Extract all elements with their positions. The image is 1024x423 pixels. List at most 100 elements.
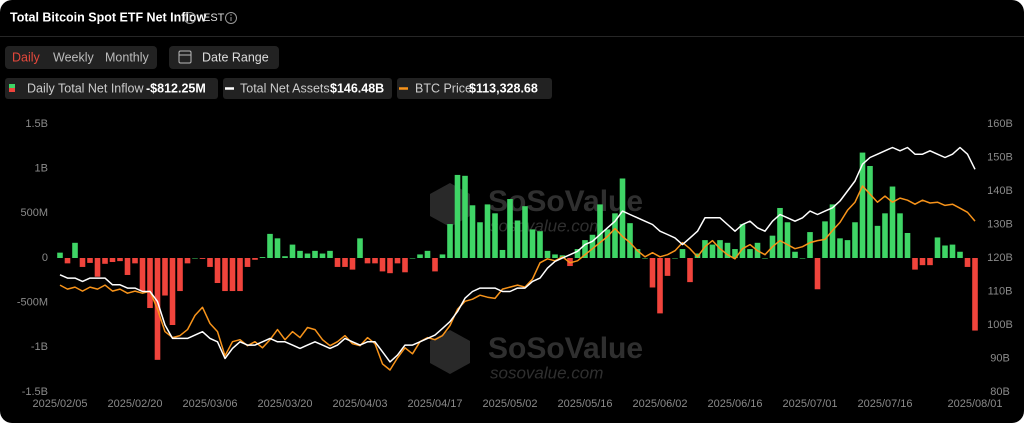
watermark-brand: SoSoValue [488,332,643,365]
bar [634,249,641,258]
bar [612,213,618,258]
bar [139,258,146,292]
x-tick-label: 2025/05/16 [557,398,612,410]
legend-label: Daily Total Net Inflow [27,81,144,95]
bar [837,238,843,258]
bar [364,258,371,264]
plot: -1.5B -1B -500M 0 500M 1B 1.5B 80B 90B 100B 110B 12… [17,118,1013,410]
bar [409,258,416,259]
bar [582,240,588,258]
bar [267,233,273,258]
bar [327,250,333,258]
y-tick-label: 1.5B [25,118,48,130]
x-tick-label: 2025/06/16 [707,398,762,410]
bar [207,258,213,267]
tab-group [5,46,157,69]
bar [252,258,258,260]
y-tick-label: 500M [20,207,48,219]
tab-monthly[interactable]: Monthly [105,50,150,64]
bar [162,258,168,296]
bar [372,258,378,264]
bar [64,258,71,264]
y2-tick-label: 120B [987,252,1013,264]
bar [934,237,941,258]
bar [739,224,746,258]
y2-tick-label: 90B [990,352,1010,364]
bar [867,165,873,258]
bar [544,250,551,258]
watermark-logo [430,330,470,374]
bar [469,205,476,258]
bar [282,256,288,258]
y2-tick-label: 150B [987,151,1013,163]
title: Total Bitcoin Spot ETF Net Inflow [10,10,207,24]
bar [957,251,963,258]
bar [132,258,138,264]
date-range-label[interactable]: Date Range [202,50,269,64]
y-tick-label: 0 [42,252,48,264]
x-tick-label: 2025/05/02 [482,398,537,410]
bar [529,229,536,258]
bar [484,204,491,258]
bar [627,223,633,258]
bar [289,244,296,258]
legend-value: -$812.25M [146,81,206,95]
bar [109,258,116,263]
bar [274,238,281,258]
bar [657,258,663,314]
tab-weekly[interactable]: Weekly [53,50,95,64]
bar [379,258,386,272]
calendar-icon [178,50,192,64]
bar [597,204,603,258]
x-tick-label: 2025/02/05 [32,398,87,410]
bar [387,258,393,274]
bar [732,249,738,258]
bar [709,244,716,258]
bar [199,258,206,259]
bar [604,229,611,258]
bar [117,258,123,262]
bar [724,242,731,258]
bar [927,258,933,266]
bar [702,240,708,258]
bar [237,258,243,292]
bar [94,258,101,277]
bar [424,250,431,258]
x-tick-label: 2025/08/01 [947,398,1002,410]
bar [319,253,326,258]
bar [964,258,971,267]
bar [649,258,656,288]
bar [874,225,881,258]
bar [447,224,453,258]
bar [177,258,183,292]
bar [477,222,483,258]
bar [57,252,63,258]
bar [244,258,251,267]
bar [664,258,671,276]
bar [574,249,581,258]
tab-daily[interactable]: Daily [12,50,41,64]
bar [432,258,438,272]
bar [79,258,86,267]
bar [147,258,153,309]
y-tick-label: -1.5B [22,386,48,398]
bar [462,175,468,258]
info-icon[interactable] [184,12,196,24]
bar [747,249,753,258]
info-icon[interactable] [225,12,237,24]
bar [799,258,806,259]
bar [942,245,948,258]
bar [394,258,401,264]
bar [312,250,318,258]
bar [499,249,506,258]
bar [792,251,798,258]
y2-tick-label: 140B [987,185,1013,197]
bar [417,254,423,258]
bar [889,186,896,258]
bar [102,258,108,264]
bar [972,258,978,331]
date-range-button[interactable] [169,46,279,69]
line-series [59,185,976,371]
